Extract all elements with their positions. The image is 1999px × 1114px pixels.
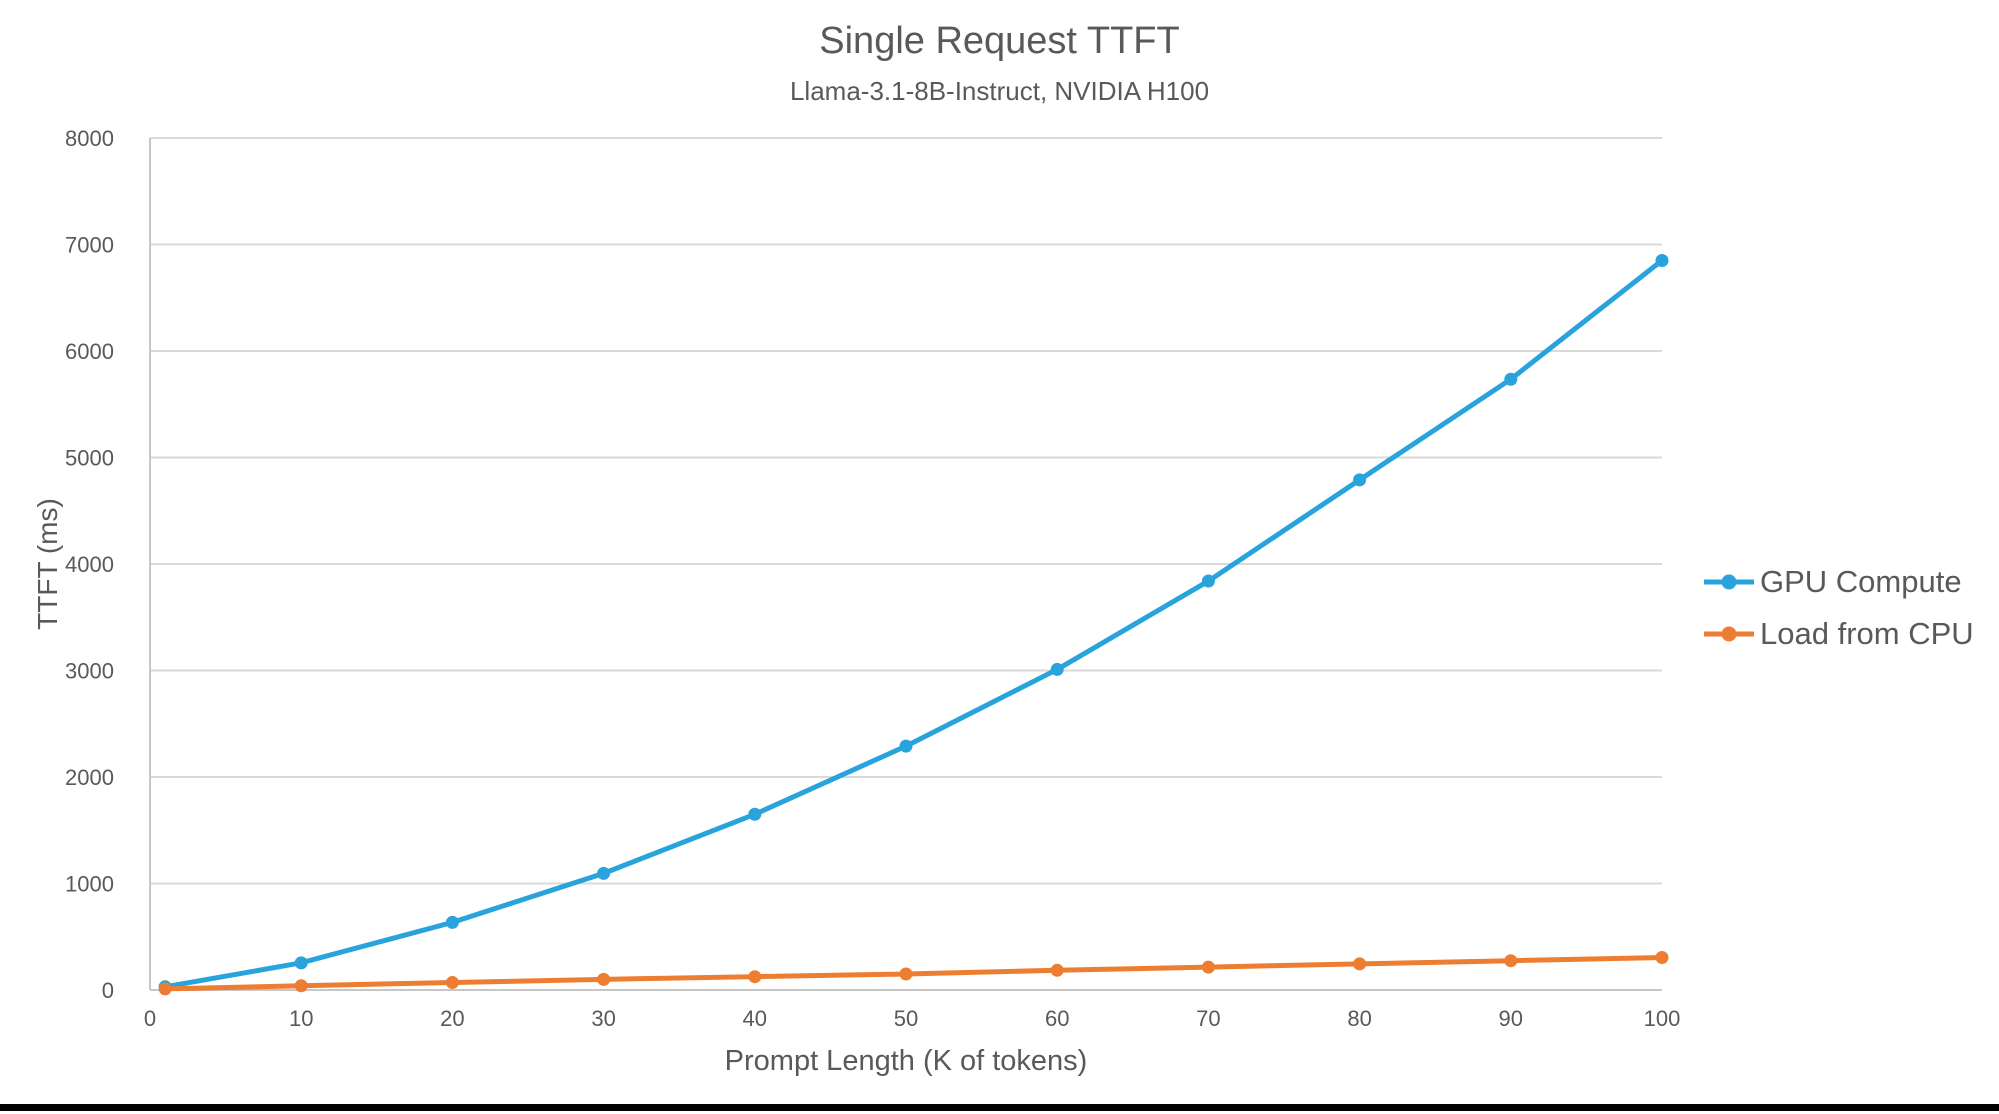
data-point-marker	[597, 972, 611, 986]
y-axis-title: TTFT (ms)	[32, 498, 63, 630]
data-point-marker	[899, 739, 913, 753]
data-point-marker	[294, 956, 308, 970]
x-tick-label: 10	[289, 1006, 313, 1031]
x-tick-label: 0	[144, 1006, 156, 1031]
legend-marker-line-dot-icon	[1704, 626, 1754, 642]
y-tick-label: 8000	[65, 126, 114, 151]
x-tick-label: 100	[1644, 1006, 1681, 1031]
y-tick-label: 6000	[65, 339, 114, 364]
data-point-marker	[294, 979, 308, 993]
x-tick-label: 40	[743, 1006, 767, 1031]
data-point-marker	[1353, 473, 1367, 487]
data-point-marker	[597, 866, 611, 880]
data-point-marker	[1504, 372, 1518, 386]
y-tick-label: 0	[102, 978, 114, 1003]
y-tick-label: 5000	[65, 446, 114, 471]
y-tick-label: 1000	[65, 872, 114, 897]
x-tick-label: 70	[1196, 1006, 1220, 1031]
data-point-marker	[1201, 574, 1215, 588]
chart-subtitle: Llama-3.1-8B-Instruct, NVIDIA H100	[789, 76, 1210, 106]
legend-item-gpu-compute: GPU Compute	[1703, 564, 1974, 600]
y-tick-label: 2000	[65, 765, 114, 790]
data-point-marker	[1050, 963, 1064, 977]
data-point-marker	[445, 976, 459, 990]
data-point-marker	[748, 807, 762, 821]
data-point-marker	[1504, 954, 1518, 968]
y-tick-label: 7000	[65, 233, 114, 258]
legend: GPU Compute Load from CPU	[1703, 564, 1974, 652]
x-tick-label: 50	[894, 1006, 918, 1031]
data-point-marker	[748, 970, 762, 984]
data-point-marker	[1201, 960, 1215, 974]
x-tick-label: 60	[1045, 1006, 1069, 1031]
legend-label: Load from CPU	[1760, 616, 1974, 651]
x-tick-label: 30	[591, 1006, 615, 1031]
data-point-marker	[899, 967, 913, 981]
x-tick-label: 80	[1347, 1006, 1371, 1031]
window-edge-bar	[0, 1104, 1999, 1111]
series-line-gpu-compute	[162, 257, 1665, 990]
chart-title: Single Request TTFT	[819, 20, 1180, 62]
data-point-marker	[158, 982, 172, 996]
legend-marker-line-dot-icon	[1704, 574, 1754, 590]
data-point-marker	[1655, 253, 1669, 267]
y-tick-label: 4000	[65, 552, 114, 577]
x-tick-label: 90	[1499, 1006, 1523, 1031]
data-point-marker	[1050, 662, 1064, 676]
x-tick-label: 20	[440, 1006, 464, 1031]
data-point-marker	[1655, 951, 1669, 965]
y-tick-label: 3000	[65, 659, 114, 684]
data-point-marker	[445, 915, 459, 929]
series-line-load-from-cpu	[162, 955, 1665, 992]
data-point-marker	[1353, 957, 1367, 971]
legend-label: GPU Compute	[1760, 564, 1962, 599]
legend-item-load-from-cpu: Load from CPU	[1703, 616, 1974, 652]
x-axis-title: Prompt Length (K of tokens)	[724, 1045, 1088, 1077]
